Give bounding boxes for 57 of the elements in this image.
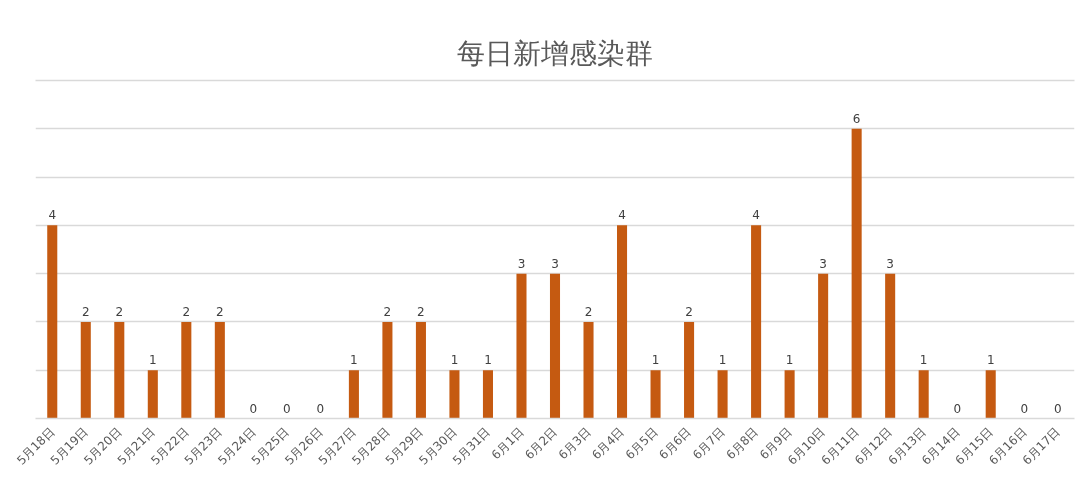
data-label: 4	[752, 208, 760, 223]
data-label: 1	[350, 353, 358, 368]
data-label: 0	[1020, 401, 1029, 416]
bar	[717, 370, 728, 419]
chart-title: 每日新增感染群	[457, 36, 653, 70]
data-label: 3	[886, 256, 894, 271]
bar	[985, 370, 996, 419]
data-label: 0	[953, 401, 962, 416]
data-label: 3	[551, 256, 559, 271]
data-label: 2	[685, 304, 693, 319]
data-label: 2	[115, 304, 124, 319]
bar	[617, 225, 628, 419]
bar	[583, 321, 594, 419]
bar	[516, 273, 527, 419]
bar	[784, 370, 795, 419]
data-label: 0	[249, 401, 258, 416]
bar	[181, 321, 192, 419]
data-label: 2	[584, 304, 593, 319]
data-label: 0	[316, 401, 325, 416]
bar	[449, 370, 460, 419]
data-label: 0	[283, 401, 291, 416]
bar	[818, 273, 829, 419]
bar	[114, 321, 125, 419]
bar	[47, 225, 58, 419]
data-label: 1	[450, 353, 459, 368]
data-label: 4	[48, 208, 57, 223]
data-label: 1	[484, 353, 492, 368]
bar	[147, 370, 158, 419]
data-label: 2	[81, 304, 90, 319]
data-label: 2	[383, 304, 392, 319]
bar	[80, 321, 91, 419]
data-label: 1	[718, 353, 727, 368]
data-label: 3	[819, 256, 827, 271]
data-label: 3	[517, 256, 526, 271]
bar	[885, 273, 896, 419]
bar	[382, 321, 393, 419]
data-label: 2	[417, 304, 425, 319]
data-label: 1	[148, 353, 157, 368]
bar	[549, 273, 561, 419]
bar	[684, 321, 695, 419]
bar	[348, 370, 359, 419]
bar	[482, 370, 493, 419]
bar	[918, 370, 929, 419]
data-label: 6	[852, 111, 861, 126]
data-label: 1	[919, 353, 928, 368]
data-label: 2	[216, 304, 224, 319]
bar	[851, 128, 862, 419]
bar	[214, 321, 225, 419]
data-label: 2	[182, 304, 191, 319]
data-label: 0	[1053, 401, 1062, 416]
bar	[650, 370, 661, 419]
bar	[415, 321, 426, 419]
data-label: 1	[986, 353, 995, 368]
data-label: 1	[651, 353, 660, 368]
data-label: 4	[618, 208, 626, 223]
data-label: 1	[785, 353, 794, 368]
bar	[751, 225, 762, 419]
